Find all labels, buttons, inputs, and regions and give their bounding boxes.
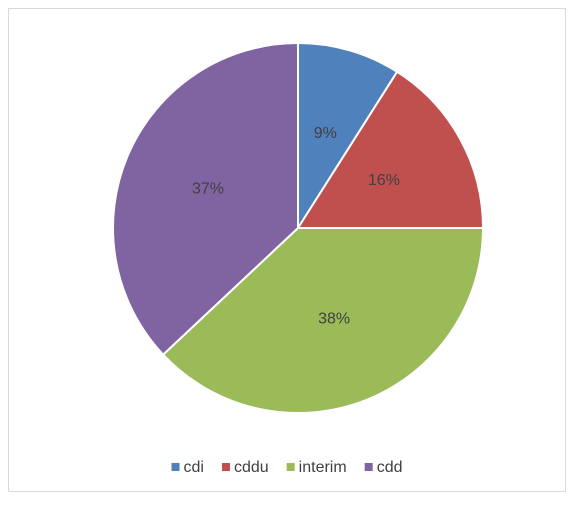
legend-marker	[364, 463, 373, 471]
legend-label: cdd	[377, 459, 403, 476]
legend-label: cdi	[184, 459, 204, 476]
data-label: 37%	[192, 180, 224, 197]
pie-slice	[112, 41, 299, 357]
legend-marker	[286, 463, 295, 471]
legend-marker	[221, 463, 230, 471]
legend-marker	[171, 463, 180, 471]
pie-slice	[296, 70, 485, 229]
data-label: 16%	[368, 172, 400, 189]
pie-slice	[297, 41, 399, 232]
pie-slice	[161, 227, 485, 414]
data-label: 9%	[314, 125, 337, 142]
data-label: 38%	[318, 310, 350, 327]
legend-label: cddu	[234, 459, 269, 476]
legend-label: interim	[299, 459, 347, 476]
